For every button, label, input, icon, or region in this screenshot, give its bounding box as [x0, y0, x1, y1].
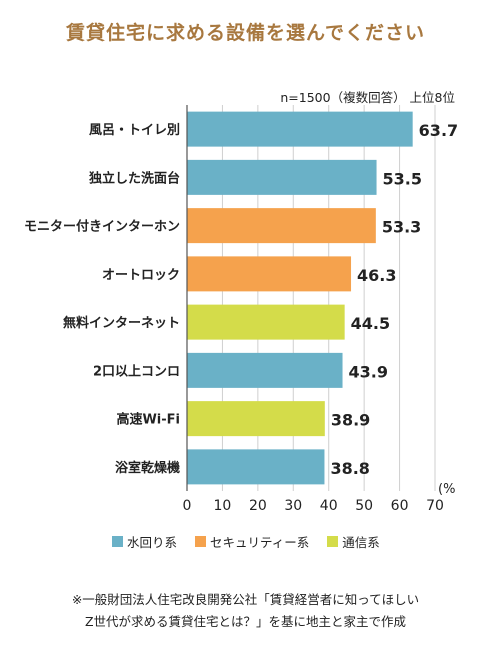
category-label: 2口以上コンロ	[93, 364, 180, 379]
category-label: 浴室乾燥機	[115, 460, 180, 476]
data-label: 63.7	[419, 121, 458, 140]
data-label: 38.8	[330, 459, 369, 478]
footnote-line-1: ※一般財団法人住宅改良開発公社「賃貸経営者に知ってほしい	[71, 592, 420, 607]
legend-swatch-comm	[327, 536, 339, 547]
category-label: 風呂・トイレ別	[89, 123, 180, 138]
data-label: 46.3	[357, 266, 396, 285]
data-label: 53.3	[382, 218, 421, 237]
bar	[187, 111, 413, 147]
bar	[187, 401, 325, 437]
legend-label-security: セキュリティー系	[210, 535, 310, 550]
legend-label-comm: 通信系	[342, 535, 380, 550]
x-tick-label: 20	[249, 498, 267, 514]
legend-swatch-water	[112, 536, 123, 547]
sample-note: n=1500（複数回答） 上位8位	[280, 90, 455, 105]
legend-label-water: 水回り系	[127, 535, 178, 550]
data-label: 44.5	[351, 314, 390, 333]
x-tick-label: 0	[183, 498, 192, 514]
category-label: モニター付きインターホン	[24, 219, 180, 235]
chart-title: 賃貸住宅に求める設備を選んでください	[65, 22, 426, 44]
bar	[187, 304, 345, 340]
bar	[187, 449, 325, 485]
legend-swatch-security	[195, 536, 207, 547]
footnote-line-2: Z世代が求める賃貸住宅とは？」を基に地主と家主で作成	[84, 614, 407, 629]
bar	[187, 159, 377, 195]
x-tick-label: 50	[355, 498, 373, 514]
data-label: 43.9	[349, 362, 388, 381]
category-label: 無料インターネット	[63, 315, 180, 331]
category-label: 独立した洗面台	[89, 170, 180, 186]
footnote: ※一般財団法人住宅改良開発公社「賃貸経営者に知ってほしい Z世代が求める賃貸住宅…	[0, 589, 491, 633]
legend-item-water: 水回り系	[112, 532, 177, 551]
data-label: 38.9	[331, 411, 370, 430]
x-tick-label: 70	[426, 498, 444, 514]
x-tick-label: 60	[391, 498, 409, 514]
legend-item-security: セキュリティー系	[195, 532, 309, 551]
bar	[187, 256, 352, 292]
legend: 水回り系 セキュリティー系 通信系	[112, 532, 380, 551]
category-label: 高速Wi-Fi	[116, 412, 180, 428]
category-label: オートロック	[102, 268, 180, 283]
bar	[187, 352, 343, 388]
bar	[187, 208, 376, 244]
x-tick-label: 30	[284, 498, 302, 514]
legend-item-comm: 通信系	[327, 532, 380, 551]
x-tick-label: 10	[214, 498, 232, 514]
x-tick-label: 40	[320, 498, 338, 514]
x-unit-label: (%	[438, 482, 455, 497]
data-label: 53.5	[383, 169, 422, 188]
